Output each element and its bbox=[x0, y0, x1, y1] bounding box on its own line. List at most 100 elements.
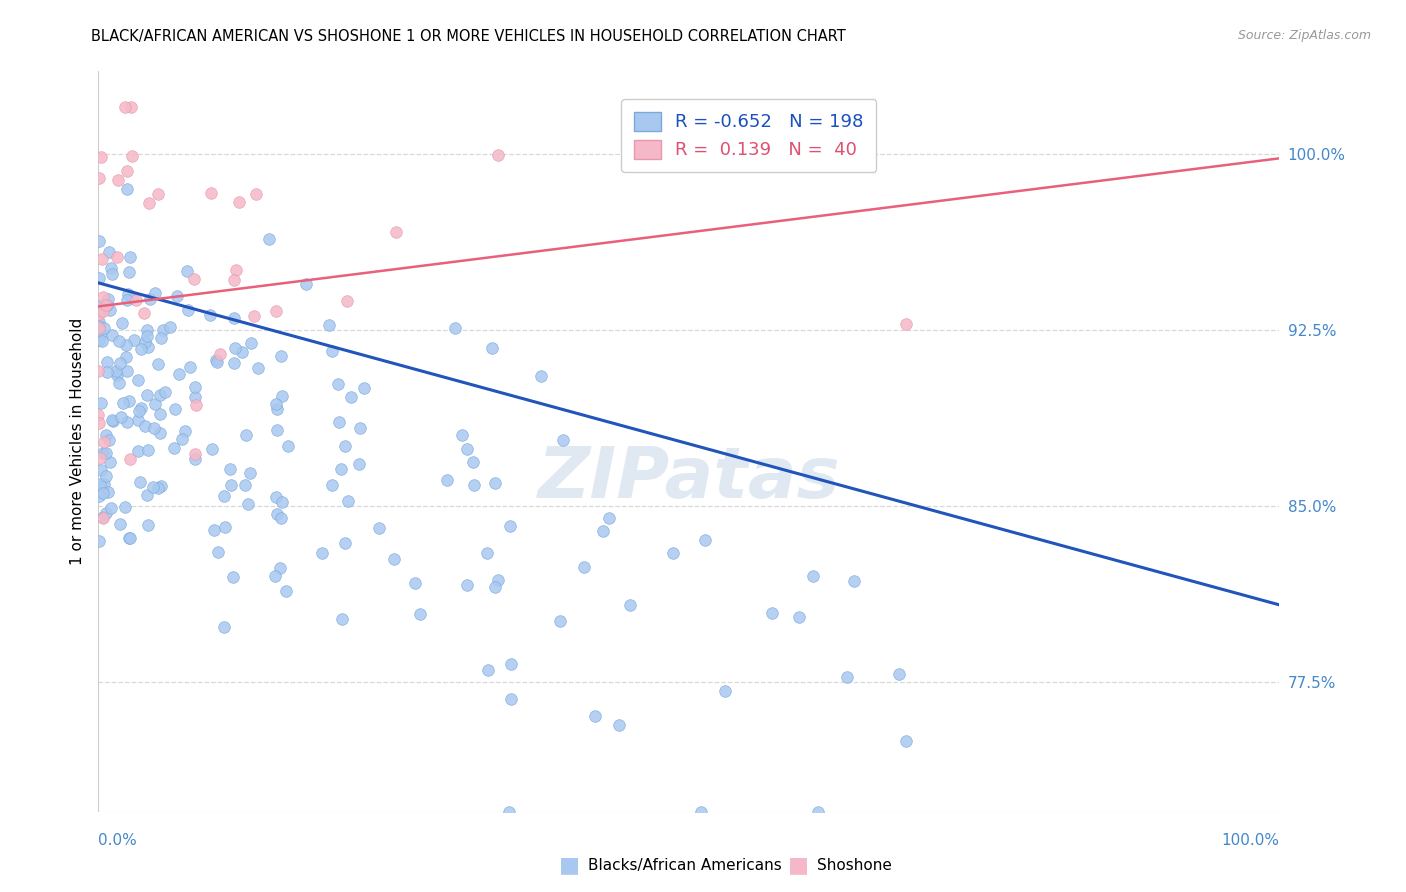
Point bbox=[93, 486, 115, 500]
Point bbox=[456, 578, 478, 592]
Point bbox=[87, 408, 110, 422]
Point bbox=[114, 100, 136, 114]
Point bbox=[337, 494, 360, 508]
Point bbox=[87, 321, 110, 335]
Point bbox=[87, 271, 110, 285]
Point bbox=[96, 366, 118, 380]
Point bbox=[121, 291, 143, 305]
Point bbox=[450, 428, 472, 442]
Point bbox=[114, 500, 136, 514]
Point bbox=[121, 149, 143, 163]
Point bbox=[91, 446, 114, 460]
Point bbox=[330, 612, 353, 626]
Point bbox=[222, 311, 245, 326]
Point bbox=[118, 531, 141, 545]
Point bbox=[89, 307, 111, 321]
Point bbox=[136, 322, 159, 336]
Point bbox=[115, 338, 138, 352]
Point bbox=[572, 559, 595, 574]
Text: 100.0%: 100.0% bbox=[1222, 833, 1279, 848]
Point bbox=[135, 387, 157, 401]
Point bbox=[224, 273, 246, 287]
Point bbox=[100, 260, 122, 275]
Point bbox=[501, 657, 523, 671]
Point bbox=[266, 507, 288, 521]
Point bbox=[179, 360, 201, 375]
Point bbox=[87, 489, 110, 503]
Point bbox=[894, 734, 917, 748]
Point bbox=[89, 476, 111, 491]
Point bbox=[240, 336, 263, 351]
Point bbox=[142, 421, 165, 435]
Point bbox=[385, 225, 408, 239]
Point bbox=[276, 584, 298, 599]
Point bbox=[105, 250, 128, 264]
Point bbox=[270, 510, 292, 524]
Point bbox=[115, 182, 138, 196]
Point bbox=[837, 670, 859, 684]
Point bbox=[118, 531, 141, 545]
Point bbox=[530, 369, 553, 384]
Point bbox=[127, 413, 149, 427]
Point bbox=[270, 495, 292, 509]
Point bbox=[97, 485, 120, 500]
Text: Source: ZipAtlas.com: Source: ZipAtlas.com bbox=[1237, 29, 1371, 42]
Point bbox=[184, 390, 207, 404]
Point bbox=[166, 289, 188, 303]
Point bbox=[228, 194, 250, 209]
Point bbox=[134, 418, 156, 433]
Point bbox=[842, 574, 865, 588]
Point bbox=[98, 454, 121, 468]
Point bbox=[436, 473, 458, 487]
Point bbox=[598, 511, 620, 525]
Point bbox=[271, 389, 294, 403]
Point bbox=[382, 552, 405, 566]
Point bbox=[152, 323, 174, 337]
Point bbox=[209, 347, 232, 361]
Point bbox=[122, 333, 145, 347]
Point bbox=[108, 334, 131, 349]
Point bbox=[269, 561, 291, 575]
Point bbox=[170, 433, 193, 447]
Point bbox=[277, 439, 299, 453]
Point bbox=[326, 377, 349, 392]
Point bbox=[198, 308, 221, 322]
Point bbox=[887, 666, 910, 681]
Point bbox=[329, 462, 352, 476]
Point bbox=[177, 303, 200, 318]
Point bbox=[477, 663, 499, 677]
Point bbox=[212, 619, 235, 633]
Point bbox=[318, 318, 340, 333]
Point bbox=[94, 428, 117, 442]
Point bbox=[129, 401, 152, 415]
Point bbox=[125, 293, 148, 307]
Point bbox=[264, 303, 287, 318]
Point bbox=[87, 364, 110, 378]
Point bbox=[184, 447, 207, 461]
Point bbox=[239, 467, 262, 481]
Point bbox=[118, 451, 141, 466]
Point bbox=[222, 356, 245, 370]
Point bbox=[368, 521, 391, 535]
Point bbox=[89, 451, 111, 466]
Point bbox=[205, 352, 228, 367]
Point bbox=[207, 545, 229, 559]
Point bbox=[105, 368, 128, 382]
Point bbox=[146, 187, 169, 202]
Point bbox=[761, 606, 783, 620]
Point bbox=[159, 320, 181, 334]
Point bbox=[89, 416, 111, 430]
Point bbox=[235, 427, 257, 442]
Point bbox=[336, 294, 359, 309]
Point bbox=[150, 478, 173, 492]
Point bbox=[100, 328, 122, 343]
Point bbox=[498, 805, 520, 819]
Point bbox=[214, 520, 236, 534]
Point bbox=[219, 461, 242, 475]
Point bbox=[266, 423, 288, 437]
Point bbox=[486, 148, 509, 162]
Y-axis label: 1 or more Vehicles in Household: 1 or more Vehicles in Household bbox=[69, 318, 84, 566]
Text: ZIPatas: ZIPatas bbox=[537, 444, 841, 513]
Text: Blacks/African Americans: Blacks/African Americans bbox=[588, 858, 782, 872]
Point bbox=[662, 546, 685, 560]
